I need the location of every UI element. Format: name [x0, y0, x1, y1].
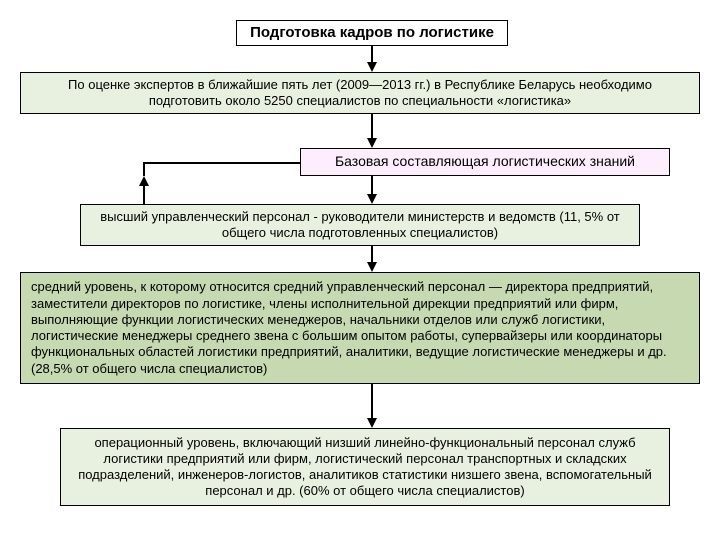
- box-level1-text: высший управленческий персонал - руковод…: [91, 209, 629, 242]
- arrow-line-3: [371, 246, 373, 262]
- arrow-head-1: [367, 138, 377, 148]
- box-level2-text: средний уровень, к которому относится ср…: [31, 279, 689, 377]
- box-level2: средний уровень, к которому относится ср…: [20, 272, 700, 384]
- box-title: Подготовка кадров по логистике: [236, 20, 508, 46]
- box-title-text: Подготовка кадров по логистике: [250, 24, 494, 43]
- box-level3: операционный уровень, включающий низший …: [60, 428, 670, 506]
- arrow-head-3: [367, 262, 377, 272]
- box-level3-text: операционный уровень, включающий низший …: [71, 435, 659, 500]
- box-intro: По оценке экспертов в ближайшие пять лет…: [20, 72, 700, 114]
- arrow-head-0: [367, 62, 377, 72]
- arrow-line-1: [371, 114, 373, 138]
- arrow-head-2: [367, 194, 377, 204]
- connector-hline: [144, 162, 300, 164]
- box-intro-text: По оценке экспертов в ближайшие пять лет…: [31, 77, 689, 110]
- arrow-head-4: [367, 418, 377, 428]
- box-base-text: Базовая составляющая логистических знани…: [335, 153, 635, 171]
- box-level1: высший управленческий персонал - руковод…: [80, 204, 640, 246]
- box-base: Базовая составляющая логистических знани…: [300, 148, 670, 176]
- arrow-line-2: [371, 176, 373, 194]
- arrow-line-5: [143, 186, 145, 204]
- arrow-line-0: [371, 46, 373, 62]
- connector-vstub: [143, 162, 145, 176]
- arrow-head-5: [139, 176, 149, 186]
- arrow-line-4: [371, 384, 373, 418]
